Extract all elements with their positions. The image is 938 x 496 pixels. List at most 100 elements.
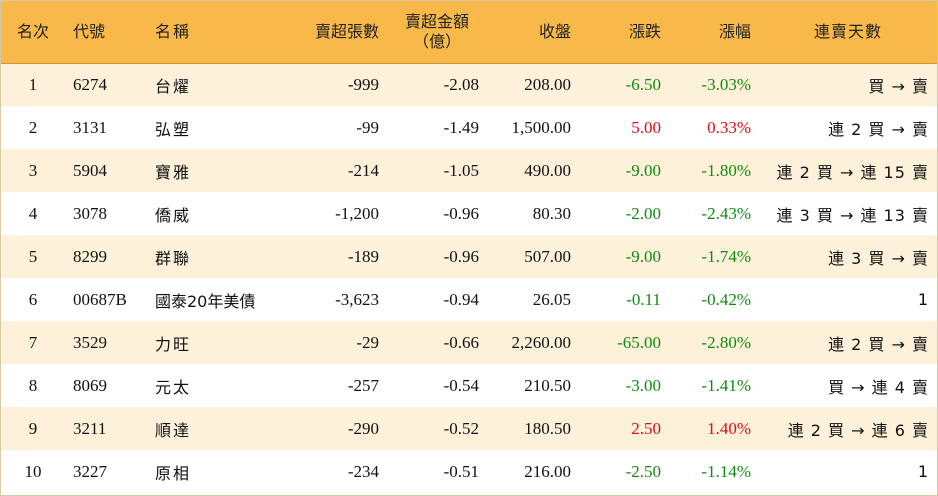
- cell-change-pct: -1.80%: [701, 160, 751, 180]
- cell-change: -65.00: [617, 332, 661, 352]
- cell-name[interactable]: 僑威: [155, 205, 192, 225]
- cell-sell-amount: -1.05: [443, 160, 479, 180]
- cell-sell-lots: -189: [347, 246, 379, 266]
- cell-name[interactable]: 力旺: [155, 334, 192, 354]
- cell-sell-amount: -0.51: [443, 461, 479, 481]
- cell-code[interactable]: 3211: [73, 418, 107, 438]
- cell-change: -6.50: [625, 74, 661, 94]
- table-header: 名次 代號 名稱 賣超張數 賣超金額 （億） 收盤 漲跌 漲幅 連賣天數: [1, 1, 937, 63]
- header-streak[interactable]: 連賣天數: [813, 21, 882, 41]
- cell-rank: 10: [24, 461, 42, 481]
- cell-close: 80.30: [532, 203, 571, 223]
- header-sell-amount-line1: 賣超金額: [404, 11, 469, 31]
- cell-name[interactable]: 台燿: [155, 76, 192, 96]
- cell-change-pct: 1.40%: [707, 418, 751, 438]
- cell-name[interactable]: 弘塑: [155, 119, 192, 139]
- cell-streak: 連 2 買 → 賣: [828, 334, 929, 354]
- cell-rank: 5: [28, 246, 38, 266]
- header-row: 名次 代號 名稱 賣超張數 賣超金額 （億） 收盤 漲跌 漲幅 連賣天數: [1, 1, 937, 63]
- cell-code[interactable]: 3078: [73, 203, 107, 223]
- cell-code[interactable]: 5904: [73, 160, 107, 180]
- cell-streak: 連 2 買 → 賣: [828, 119, 929, 139]
- header-name[interactable]: 名稱: [155, 21, 192, 41]
- cell-close: 2,260.00: [511, 332, 572, 352]
- cell-sell-amount: -0.66: [443, 332, 479, 352]
- cell-name[interactable]: 國泰20年美債: [155, 291, 256, 311]
- cell-name[interactable]: 群聯: [155, 248, 192, 268]
- header-sell-lots[interactable]: 賣超張數: [314, 21, 379, 41]
- cell-code[interactable]: 3131: [73, 117, 107, 137]
- table-row[interactable]: 5 8299 群聯 -189 -0.96 507.00 -9.00 -1.74%…: [1, 235, 937, 278]
- cell-code[interactable]: 6274: [73, 74, 107, 94]
- header-change[interactable]: 漲跌: [628, 21, 661, 41]
- cell-code[interactable]: 3529: [73, 332, 107, 352]
- cell-streak: 買 → 連 4 賣: [828, 377, 929, 397]
- cell-code[interactable]: 00687B: [73, 289, 127, 309]
- cell-change-pct: -1.14%: [701, 461, 751, 481]
- cell-change-pct: -1.74%: [701, 246, 751, 266]
- header-sell-amount[interactable]: 賣超金額 （億）: [387, 1, 487, 63]
- cell-change-pct: -0.42%: [701, 289, 751, 309]
- cell-change: 5.00: [631, 117, 661, 137]
- cell-close: 208.00: [524, 74, 571, 94]
- header-code[interactable]: 代號: [73, 21, 106, 41]
- table-row[interactable]: 10 3227 原相 -234 -0.51 216.00 -2.50 -1.14…: [1, 450, 937, 493]
- cell-sell-lots: -234: [347, 461, 379, 481]
- header-sell-amount-line2: （億）: [412, 31, 461, 51]
- cell-streak: 1: [917, 290, 929, 309]
- table-row[interactable]: 4 3078 僑威 -1,200 -0.96 80.30 -2.00 -2.43…: [1, 192, 937, 235]
- cell-change-pct: -3.03%: [701, 74, 751, 94]
- header-rank[interactable]: 名次: [16, 21, 49, 41]
- cell-close: 26.05: [532, 289, 571, 309]
- cell-rank: 3: [28, 160, 38, 180]
- cell-sell-amount: -0.96: [443, 203, 479, 223]
- cell-close: 180.50: [524, 418, 571, 438]
- cell-rank: 2: [28, 117, 38, 137]
- cell-sell-lots: -214: [347, 160, 379, 180]
- cell-code[interactable]: 8299: [73, 246, 107, 266]
- cell-streak: 連 3 買 → 賣: [828, 248, 929, 268]
- cell-close: 216.00: [524, 461, 571, 481]
- table-row[interactable]: 6 00687B 國泰20年美債 -3,623 -0.94 26.05 -0.1…: [1, 278, 937, 321]
- table-row[interactable]: 9 3211 順達 -290 -0.52 180.50 2.50 1.40% 連…: [1, 407, 937, 450]
- cell-streak: 連 2 買 → 連 6 賣: [787, 420, 929, 440]
- table-row[interactable]: 7 3529 力旺 -29 -0.66 2,260.00 -65.00 -2.8…: [1, 321, 937, 364]
- cell-change-pct: -2.43%: [701, 203, 751, 223]
- header-close[interactable]: 收盤: [538, 21, 571, 41]
- cell-name[interactable]: 原相: [155, 463, 192, 483]
- cell-sell-amount: -1.49: [443, 117, 479, 137]
- cell-change-pct: -1.41%: [701, 375, 751, 395]
- cell-change: -0.11: [626, 289, 661, 309]
- cell-streak: 1: [917, 462, 929, 481]
- table-body: 1 6274 台燿 -999 -2.08 208.00 -6.50 -3.03%…: [1, 63, 937, 493]
- table-row[interactable]: 8 8069 元太 -257 -0.54 210.50 -3.00 -1.41%…: [1, 364, 937, 407]
- cell-code[interactable]: 3227: [73, 461, 107, 481]
- cell-change: 2.50: [631, 418, 661, 438]
- cell-name[interactable]: 元太: [155, 377, 192, 397]
- cell-change-pct: -2.80%: [701, 332, 751, 352]
- cell-close: 1,500.00: [511, 117, 572, 137]
- cell-sell-amount: -2.08: [443, 74, 479, 94]
- cell-streak: 連 3 買 → 連 13 賣: [776, 205, 929, 225]
- cell-sell-lots: -1,200: [335, 203, 379, 223]
- cell-name[interactable]: 順達: [155, 420, 192, 440]
- cell-sell-lots: -290: [347, 418, 379, 438]
- cell-change: -3.00: [625, 375, 661, 395]
- header-change-pct[interactable]: 漲幅: [718, 21, 751, 41]
- cell-sell-amount: -0.96: [443, 246, 479, 266]
- cell-rank: 1: [28, 74, 38, 94]
- cell-change: -2.50: [625, 461, 661, 481]
- cell-sell-lots: -99: [356, 117, 379, 137]
- cell-rank: 7: [28, 332, 38, 352]
- table-row[interactable]: 2 3131 弘塑 -99 -1.49 1,500.00 5.00 0.33% …: [1, 106, 937, 149]
- cell-name[interactable]: 寶雅: [155, 162, 192, 182]
- cell-streak: 買 → 賣: [868, 76, 929, 96]
- cell-sell-amount: -0.52: [443, 418, 479, 438]
- table-row[interactable]: 1 6274 台燿 -999 -2.08 208.00 -6.50 -3.03%…: [1, 63, 937, 106]
- table-row[interactable]: 3 5904 寶雅 -214 -1.05 490.00 -9.00 -1.80%…: [1, 149, 937, 192]
- cell-code[interactable]: 8069: [73, 375, 107, 395]
- cell-change: -9.00: [625, 246, 661, 266]
- cell-sell-lots: -3,623: [335, 289, 379, 309]
